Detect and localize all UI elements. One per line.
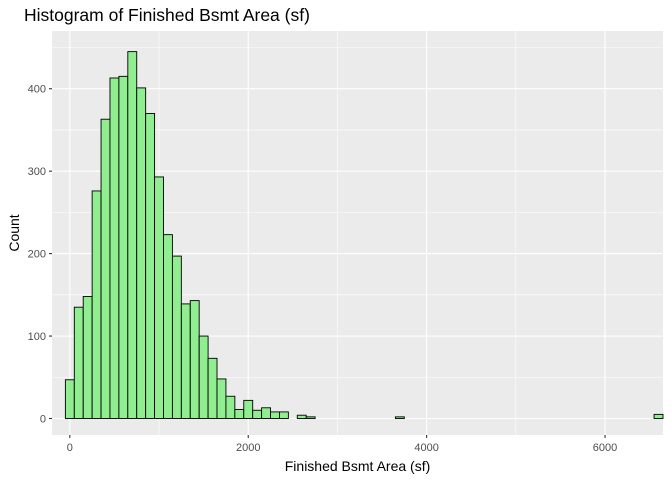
y-tick-label: 0 <box>40 414 46 426</box>
histogram-bar <box>305 416 316 419</box>
histogram-bar <box>171 255 182 419</box>
histogram-bar <box>145 112 156 419</box>
x-axis-title: Finished Bsmt Area (sf) <box>285 458 431 474</box>
histogram-bar <box>261 407 271 419</box>
histogram-bar <box>91 190 102 419</box>
x-tick-label: 2000 <box>236 442 260 454</box>
histogram-bar <box>394 416 405 419</box>
y-tick-label: 300 <box>28 166 46 178</box>
histogram-bar <box>100 118 111 419</box>
histogram-bar <box>163 234 173 419</box>
histogram-bar <box>82 296 93 419</box>
histogram-bar <box>296 414 307 419</box>
histogram-bar <box>243 399 254 419</box>
histogram-bar <box>207 357 218 419</box>
histogram-bar <box>279 411 289 419</box>
major-gridlines <box>52 31 663 435</box>
histogram-bar <box>225 395 236 419</box>
histogram-bar <box>252 409 263 419</box>
y-axis-title: Count <box>6 214 22 251</box>
histogram-bar <box>653 413 664 419</box>
histogram-bar <box>73 306 84 419</box>
y-tick-label: 200 <box>28 249 46 261</box>
histogram-bar <box>234 408 245 419</box>
chart-title: Histogram of Finished Bsmt Area (sf) <box>24 5 310 25</box>
histogram-bar <box>154 176 164 419</box>
histogram-bars <box>64 51 664 419</box>
x-tick-label: 0 <box>67 442 73 454</box>
histogram-bar <box>270 411 280 419</box>
histogram-bar <box>180 303 191 419</box>
histogram-bar <box>127 51 138 419</box>
histogram-bar <box>64 379 75 419</box>
histogram-bar <box>136 87 147 419</box>
histogram-bar <box>189 300 200 419</box>
x-axis: 0 2000 4000 6000 <box>67 435 617 454</box>
histogram-bar <box>118 75 129 419</box>
y-tick-label: 400 <box>28 84 46 96</box>
histogram-bar <box>109 77 120 419</box>
x-tick-label: 6000 <box>593 442 617 454</box>
y-tick-label: 100 <box>28 331 46 343</box>
histogram-bar <box>216 378 227 419</box>
x-tick-label: 4000 <box>414 442 438 454</box>
y-axis: 0 100 200 300 400 <box>28 84 52 426</box>
histogram-bar <box>198 335 209 419</box>
